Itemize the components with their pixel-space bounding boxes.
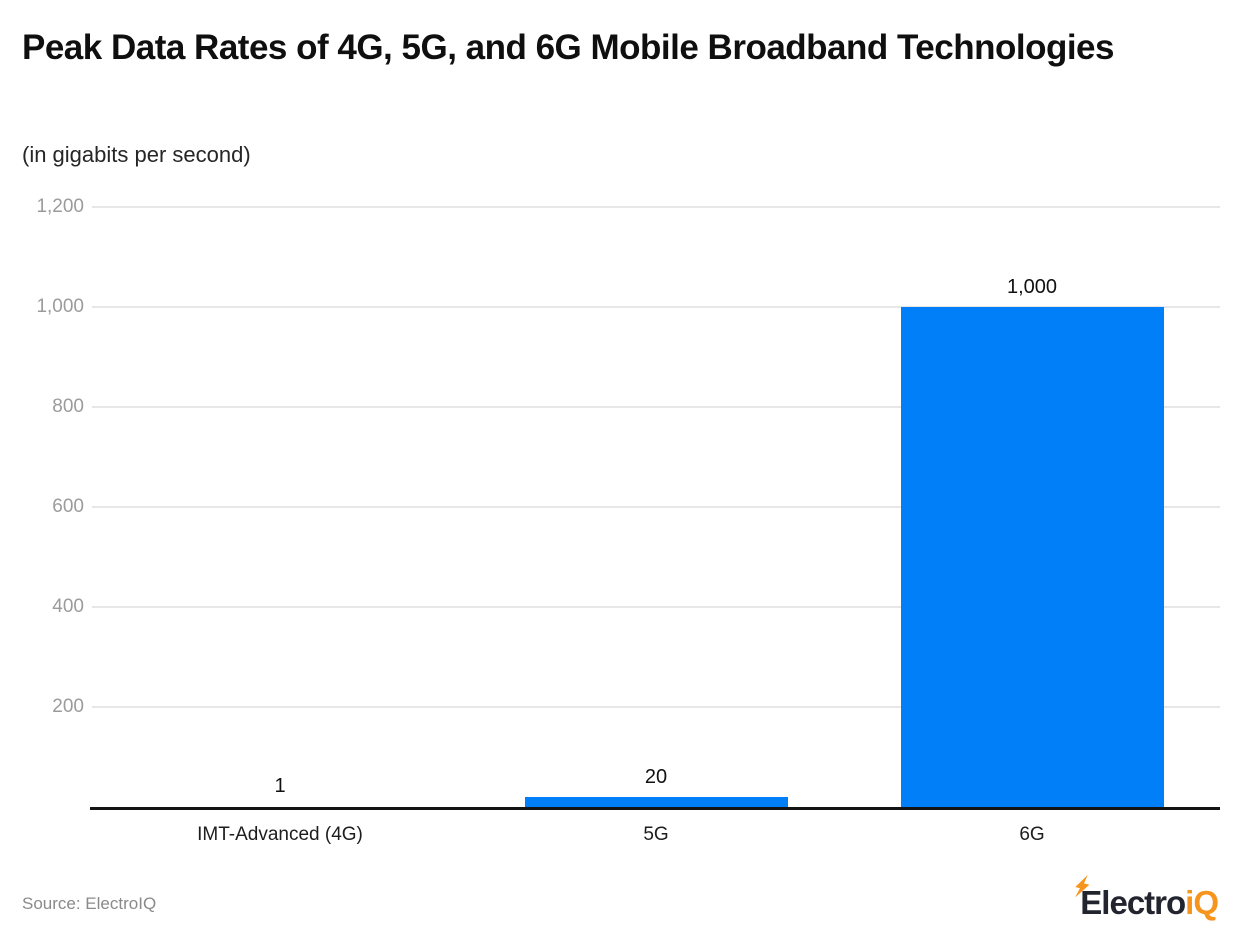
bar-value-label: 20 xyxy=(644,766,668,788)
bar-value-label: 1,000 xyxy=(1006,276,1058,298)
source-text: Source: ElectroIQ xyxy=(22,894,157,913)
bar xyxy=(148,806,412,807)
bar xyxy=(900,307,1164,807)
chart-title: Peak Data Rates of 4G, 5G, and 6G Mobile… xyxy=(22,28,1115,67)
gridline xyxy=(92,206,1220,208)
y-tick-label: 200 xyxy=(52,696,84,717)
y-tick-label: 1,200 xyxy=(36,196,84,217)
bar-value-label: 1 xyxy=(274,775,286,797)
x-category-label: 5G xyxy=(643,824,669,845)
gridline xyxy=(92,706,1220,708)
x-category-label: 6G xyxy=(1019,824,1045,845)
gridline xyxy=(92,306,1220,308)
lightning-bolt-icon xyxy=(1075,874,1090,898)
x-category-label: IMT-Advanced (4G) xyxy=(197,824,363,845)
y-tick-label: 800 xyxy=(52,396,84,417)
logo-text-electro: Electro xyxy=(1080,884,1186,921)
y-tick-label: 600 xyxy=(52,496,84,517)
logo-text-iq: iQ xyxy=(1185,884,1219,921)
x-axis-line xyxy=(90,807,1220,810)
y-tick-label: 1,000 xyxy=(36,296,84,317)
gridline xyxy=(92,606,1220,608)
y-tick-label: 400 xyxy=(52,596,84,617)
bar xyxy=(524,797,788,807)
plot-area: 1 20 1,000 xyxy=(92,206,1220,807)
gridline xyxy=(92,406,1220,408)
chart-subtitle: (in gigabits per second) xyxy=(22,142,251,167)
gridline xyxy=(92,506,1220,508)
electroiq-logo: ElectroiQ xyxy=(1075,874,1219,922)
